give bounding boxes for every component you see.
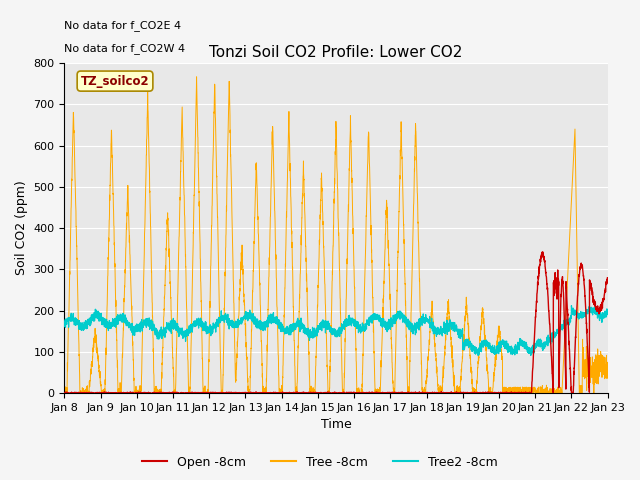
Text: No data for f_CO2W 4: No data for f_CO2W 4 [65, 43, 186, 54]
Text: TZ_soilco2: TZ_soilco2 [81, 74, 149, 88]
X-axis label: Time: Time [321, 419, 351, 432]
Y-axis label: Soil CO2 (ppm): Soil CO2 (ppm) [15, 180, 28, 276]
Legend: Open -8cm, Tree -8cm, Tree2 -8cm: Open -8cm, Tree -8cm, Tree2 -8cm [137, 451, 503, 474]
Text: No data for f_CO2E 4: No data for f_CO2E 4 [65, 20, 182, 31]
Title: Tonzi Soil CO2 Profile: Lower CO2: Tonzi Soil CO2 Profile: Lower CO2 [209, 46, 463, 60]
